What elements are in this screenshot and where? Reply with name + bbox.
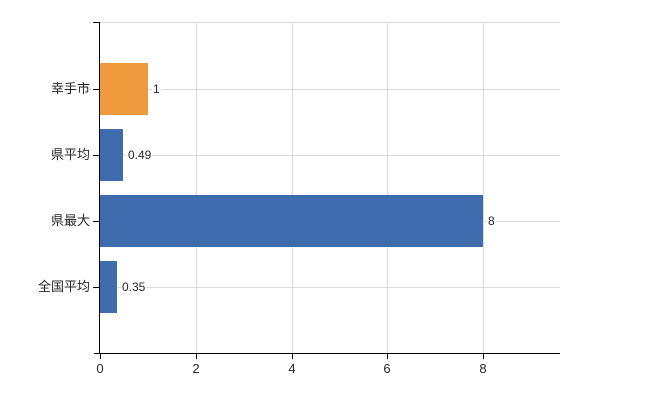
- category-label: 幸手市: [50, 81, 90, 96]
- y-axis-tick: [93, 155, 100, 156]
- category-label: 全国平均: [37, 279, 90, 294]
- vertical-gridline: [196, 22, 197, 353]
- horizontal-gridline: [100, 89, 560, 90]
- bar-value-label: 1: [152, 81, 161, 97]
- x-axis-tick-label: 6: [383, 361, 391, 376]
- horizontal-gridline: [100, 287, 560, 288]
- bar-value-label: 0.35: [121, 279, 147, 295]
- bar: [100, 63, 148, 115]
- vertical-gridline: [483, 22, 484, 353]
- category-label: 県最大: [50, 213, 90, 228]
- y-axis-tick: [93, 287, 100, 288]
- x-axis-tick: [483, 354, 484, 359]
- category-label: 県平均: [50, 147, 90, 162]
- bar-value-label: 8: [487, 213, 496, 229]
- x-axis-tick: [292, 354, 293, 359]
- bar: [100, 261, 117, 313]
- y-axis-end-tick: [93, 22, 100, 23]
- x-axis-tick-label: 4: [288, 361, 296, 376]
- x-axis-tick: [387, 354, 388, 359]
- bar: [100, 129, 123, 181]
- bar-value-label: 0.49: [127, 147, 153, 163]
- x-axis-tick-label: 0: [96, 361, 104, 376]
- vertical-gridline: [387, 22, 388, 353]
- y-axis-tick: [93, 89, 100, 90]
- x-axis-tick: [196, 354, 197, 359]
- y-axis-tick: [93, 221, 100, 222]
- x-axis-tick-label: 2: [192, 361, 200, 376]
- vertical-gridline: [292, 22, 293, 353]
- y-axis-line: [99, 22, 100, 353]
- bar: [100, 195, 483, 247]
- x-axis-tick: [100, 354, 101, 359]
- x-axis-tick-label: 8: [479, 361, 487, 376]
- x-axis-line: [94, 353, 560, 354]
- horizontal-gridline: [100, 155, 560, 156]
- plot-top-gridline: [100, 22, 560, 23]
